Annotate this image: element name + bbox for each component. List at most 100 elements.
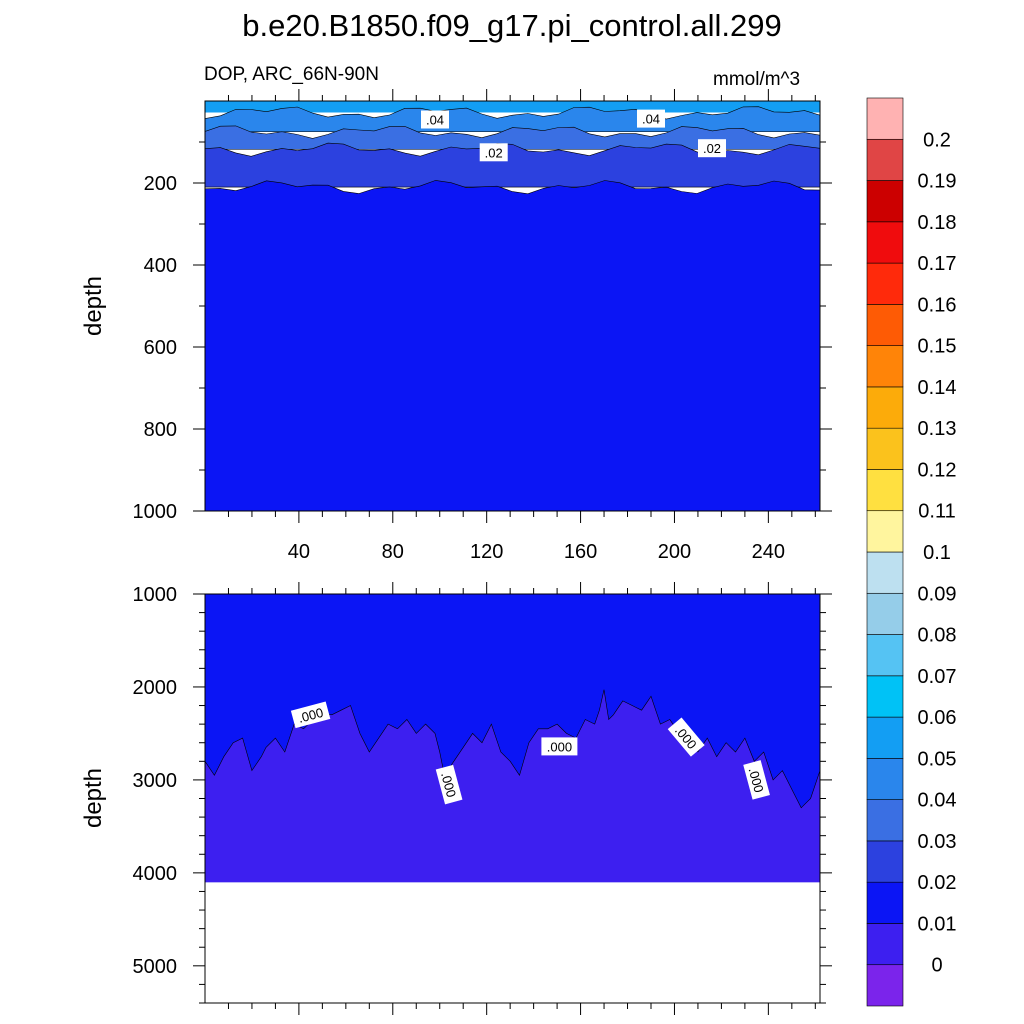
lower-contour-label-box-2 [541, 737, 578, 756]
upper-contour-label-1: .04 [637, 109, 665, 128]
colorbar-label-5: 0.05 [918, 748, 957, 770]
upper-xtick-label-4: 200 [658, 541, 691, 563]
colorbar-swatch-19 [866, 180, 904, 223]
colorbar: 0 0.01 0.02 0.03 0.04 0.05 0.06 0.07 0.08 0.09 0.1… [866, 97, 957, 1007]
colorbar-swatch-16 [866, 304, 904, 346]
colorbar-label-16: 0.16 [918, 294, 957, 316]
upper-ytick-label-3: 800 [144, 419, 177, 441]
upper-contour-label-box-2 [479, 143, 508, 162]
colorbar-swatch-20 [866, 138, 904, 181]
colorbar-label-8: 0.08 [918, 625, 957, 647]
lower-ytick-label-4: 5000 [133, 956, 178, 978]
colorbar-label-2: 0.02 [918, 872, 957, 894]
colorbar-label-6: 0.06 [918, 707, 957, 729]
upper-contour-label-box-1 [637, 109, 665, 128]
lower-contour-label-1: .000 [435, 764, 463, 805]
upper-contour-label-box-0 [421, 110, 449, 129]
colorbar-label-17: 0.17 [918, 253, 957, 275]
lower-contour-label-2: .000 [541, 737, 578, 756]
lower-ytick-label-0: 1000 [133, 584, 178, 606]
colorbar-swatch-10 [866, 551, 904, 594]
colorbar-swatch-11 [866, 510, 904, 553]
colorbar-label-15: 0.15 [918, 336, 957, 358]
colorbar-label-20: 0.2 [923, 129, 951, 151]
upper-fill-group [205, 101, 820, 511]
colorbar-label-12: 0.12 [918, 460, 957, 482]
colorbar-label-3: 0.03 [918, 831, 957, 853]
upper-band-0.03 [205, 125, 820, 150]
upper-contour-label-3: .02 [698, 139, 726, 158]
upper-band-0.05 [205, 101, 820, 113]
upper-ytick-label-1: 400 [144, 255, 177, 277]
lower-contour-label-text-0: .000 [297, 705, 325, 726]
lower-region-below [205, 689, 820, 883]
upper-xtick-label-5: 240 [752, 541, 785, 563]
upper-xtick-label-1: 80 [382, 541, 404, 563]
chart-title: b.e20.B1850.f09_g17.pi_control.all.299 [242, 8, 782, 43]
upper-ytick-label-0: 200 [144, 173, 177, 195]
lower-contour-label-text-2: .000 [547, 739, 572, 754]
lower-ytick-label-1: 2000 [133, 677, 178, 699]
upper-xtick-label-3: 160 [564, 541, 597, 563]
lower-panel: .000.000.000.000.00010002000300040005000… [80, 582, 832, 1015]
units-label: mmol/m^3 [713, 69, 801, 90]
colorbar-swatch-13 [866, 427, 904, 470]
lower-fill-group [205, 594, 820, 883]
colorbar-swatch-4 [866, 799, 904, 842]
colorbar-label-18: 0.18 [918, 212, 957, 234]
lower-contour-label-text-4: .000 [746, 766, 767, 794]
upper-ytick-label-4: 1000 [133, 501, 178, 523]
upper-contour-label-0: .04 [421, 110, 449, 129]
upper-panel: .04 .04 .02 .02 200 400 600 800 1000 40 80 120 160 20… [80, 89, 832, 563]
colorbar-label-9: 0.09 [918, 583, 957, 605]
upper-band-0.02 [205, 142, 820, 188]
lower-contour-label-box-4 [743, 760, 770, 800]
colorbar-swatch-14 [866, 386, 904, 429]
colorbar-label-0: 0 [931, 955, 942, 977]
colorbar-swatch-7 [866, 675, 904, 718]
colorbar-label-10: 0.1 [923, 542, 951, 564]
colorbar-swatch-8 [866, 634, 904, 677]
upper-contour-label-2: .02 [479, 143, 508, 162]
colorbar-swatch-21 [866, 97, 904, 140]
upper-xtick-label-2: 120 [470, 541, 503, 563]
colorbar-swatch-9 [866, 592, 904, 635]
upper-band-0.01 [205, 180, 820, 511]
lower-contour-label-4: .000 [743, 760, 770, 800]
upper-y-axis-title: depth [80, 276, 107, 336]
colorbar-swatch-0 [866, 964, 904, 1007]
colorbar-swatch-3 [866, 840, 904, 883]
variable-region-label: DOP, ARC_66N-90N [204, 64, 379, 85]
upper-band-0.04 [205, 106, 820, 133]
colorbar-label-14: 0.14 [918, 377, 957, 399]
colorbar-swatch-15 [866, 345, 904, 388]
upper-xtick-label-0: 40 [288, 541, 310, 563]
colorbar-swatch-2 [866, 881, 904, 924]
upper-contour-label-text-3: .02 [703, 141, 721, 156]
lower-ytick-label-3: 4000 [133, 863, 178, 885]
lower-contour-label-box-3 [667, 717, 705, 757]
colorbar-label-11: 0.11 [918, 501, 955, 523]
colorbar-swatch-1 [866, 923, 904, 966]
lower-y-axis-title: depth [80, 768, 107, 828]
colorbar-label-19: 0.19 [918, 171, 957, 193]
upper-contour-label-text-0: .04 [426, 113, 444, 128]
upper-ytick-label-2: 600 [144, 337, 177, 359]
lower-contour-label-box-0 [290, 701, 331, 729]
colorbar-label-7: 0.07 [918, 666, 957, 688]
colorbar-label-4: 0.04 [918, 790, 957, 812]
colorbar-label-1: 0.01 [918, 914, 957, 936]
colorbar-swatch-6 [866, 716, 904, 759]
lower-contour-label-box-1 [435, 764, 463, 805]
colorbar-swatch-5 [866, 758, 904, 800]
lower-contour-label-0: .000 [290, 701, 331, 729]
lower-ytick-label-2: 3000 [133, 770, 178, 792]
upper-contour-label-text-2: .02 [485, 145, 503, 160]
colorbar-swatch-12 [866, 469, 904, 512]
colorbar-label-13: 0.13 [918, 418, 957, 440]
upper-contour-label-box-3 [698, 139, 726, 158]
lower-contour-label-text-1: .000 [438, 771, 459, 799]
colorbar-swatch-18 [866, 221, 904, 264]
upper-contour-label-text-1: .04 [642, 112, 660, 127]
